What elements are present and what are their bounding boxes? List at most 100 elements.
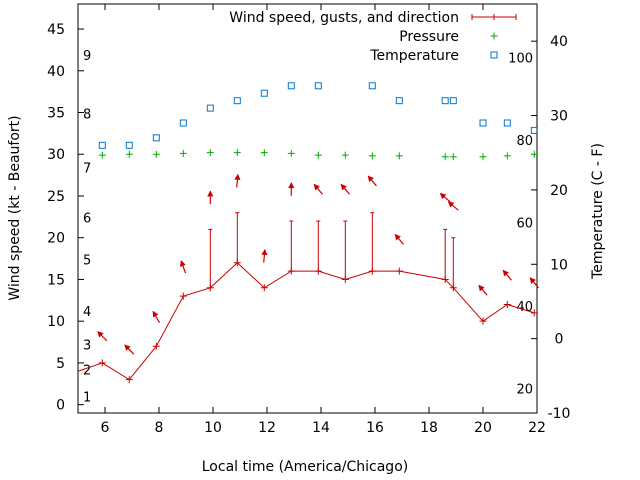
y-left-tick-label: 0 (56, 398, 65, 414)
wind-direction-arrow-head (502, 269, 509, 277)
wind-speed-point (395, 267, 403, 275)
legend-swatch-wind-marker (491, 14, 497, 20)
y-right-tick-label: 30 (550, 109, 568, 125)
temperature-point (179, 119, 187, 127)
legend-label: Pressure (399, 29, 459, 45)
temperature-point (441, 97, 449, 105)
x-tick-label: 18 (420, 420, 438, 436)
fahrenheit-label: 80 (516, 134, 533, 149)
pressure-point (441, 153, 449, 161)
pressure-point (341, 151, 349, 159)
pressure-point (125, 150, 133, 158)
wind-direction-arrow-head (447, 201, 455, 208)
y-right-tick-label: 20 (550, 183, 568, 199)
y-left-tick-label: 5 (56, 356, 65, 372)
fahrenheit-label: 20 (516, 382, 533, 397)
wind-direction-arrow-head (313, 183, 320, 191)
y-left-tick-label: 20 (47, 231, 65, 247)
temperature-point (368, 82, 376, 90)
y-left-tick-label: 25 (47, 189, 65, 205)
pressure-point (395, 152, 403, 160)
wind-direction-arrow-head (529, 277, 536, 284)
pressure-point (449, 153, 457, 161)
wind-speed-point (152, 342, 160, 350)
beaufort-label: 8 (83, 107, 91, 122)
beaufort-label: 2 (83, 364, 91, 379)
fahrenheit-label: 100 (508, 52, 533, 67)
wind-direction-arrow-head (288, 182, 295, 189)
wind-direction-arrow-head (124, 344, 131, 351)
y-left-tick-label: 40 (47, 64, 65, 80)
wind-direction-arrow-head (97, 331, 104, 338)
temperature-point (503, 119, 511, 127)
legend-label: Wind speed, gusts, and direction (229, 10, 459, 26)
beaufort-label: 5 (83, 253, 91, 268)
wind-speed-point (98, 359, 106, 367)
temperature-point (287, 82, 295, 90)
temperature-point (98, 141, 106, 149)
wind-direction-arrow-head (439, 193, 447, 200)
y-left-tick-label: 30 (47, 147, 65, 163)
pressure-point (260, 149, 268, 157)
x-tick-label: 10 (204, 420, 222, 436)
x-tick-label: 14 (312, 420, 330, 436)
beaufort-label: 7 (83, 162, 91, 177)
pressure-point (233, 149, 241, 157)
temperature-point (479, 119, 487, 127)
y-left-tick-label: 10 (47, 314, 65, 330)
wind-direction-arrow-head (261, 248, 268, 256)
wind-speed-point (530, 309, 538, 317)
y-right-tick-label: 10 (550, 257, 568, 273)
temperature-point (314, 82, 322, 90)
temperature-point (449, 97, 457, 105)
y-right-tick-label: 40 (550, 34, 568, 50)
x-axis-label: Local time (America/Chicago) (202, 459, 408, 475)
beaufort-label: 6 (83, 212, 91, 227)
pressure-series (98, 149, 538, 161)
pressure-point (152, 150, 160, 158)
wind-direction-arrow-head (234, 173, 241, 181)
wind-speed-point (125, 376, 133, 384)
pressure-point (368, 152, 376, 160)
wind-direction-arrow-head (207, 190, 214, 197)
temperature-point (395, 97, 403, 105)
x-tick-label: 16 (366, 420, 384, 436)
temperature-series (98, 82, 538, 149)
wind-direction-arrows (97, 173, 539, 355)
wind-speed-point (479, 317, 487, 325)
y-left-tick-label: 15 (47, 272, 65, 288)
temperature-point (152, 134, 160, 142)
wind-speed-point (179, 292, 187, 300)
x-tick-label: 20 (474, 420, 492, 436)
legend-swatch-pressure (490, 32, 498, 40)
wind-direction-arrow-head (340, 183, 347, 191)
beaufort-scale: 1 2 3 4 5 6 7 8 9 (83, 49, 91, 405)
temperature-point (530, 126, 538, 134)
pressure-point (287, 149, 295, 157)
x-tick-label: 12 (258, 420, 276, 436)
y-axis-left: 0 5 10 15 20 25 30 35 40 45 (47, 22, 84, 414)
wind-direction-arrow-head (367, 175, 374, 183)
wind-direction-arrow-head (179, 260, 186, 267)
fahrenheit-label: 40 (516, 300, 533, 315)
y-axis-left-label: Wind speed (kt - Beaufort) (7, 115, 23, 300)
temperature-point (206, 104, 214, 112)
x-axis: 6 8 10 12 14 16 18 20 22 (101, 4, 546, 436)
wind-speed-point (260, 284, 268, 292)
wind-direction-arrow-head (478, 284, 485, 292)
x-tick-label: 6 (101, 420, 110, 436)
beaufort-label: 3 (83, 339, 91, 354)
pressure-point (179, 149, 187, 157)
y-right-tick-label: -10 (548, 406, 571, 422)
temperature-point (260, 89, 268, 97)
pressure-point (206, 149, 214, 157)
legend-label: Temperature (369, 48, 459, 64)
y-left-tick-label: 35 (47, 106, 65, 122)
wind-direction-arrow-head (152, 310, 159, 318)
wind-direction-arrow-head (394, 233, 401, 241)
pressure-point (479, 153, 487, 161)
pressure-point (503, 152, 511, 160)
y-right-tick-label: 0 (555, 332, 564, 348)
beaufort-label: 9 (83, 49, 91, 64)
